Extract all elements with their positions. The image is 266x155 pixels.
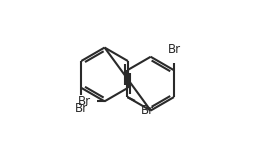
- Text: Br: Br: [75, 102, 88, 115]
- Text: Br: Br: [78, 95, 91, 108]
- Text: Br: Br: [167, 43, 181, 56]
- Text: Br: Br: [141, 104, 154, 117]
